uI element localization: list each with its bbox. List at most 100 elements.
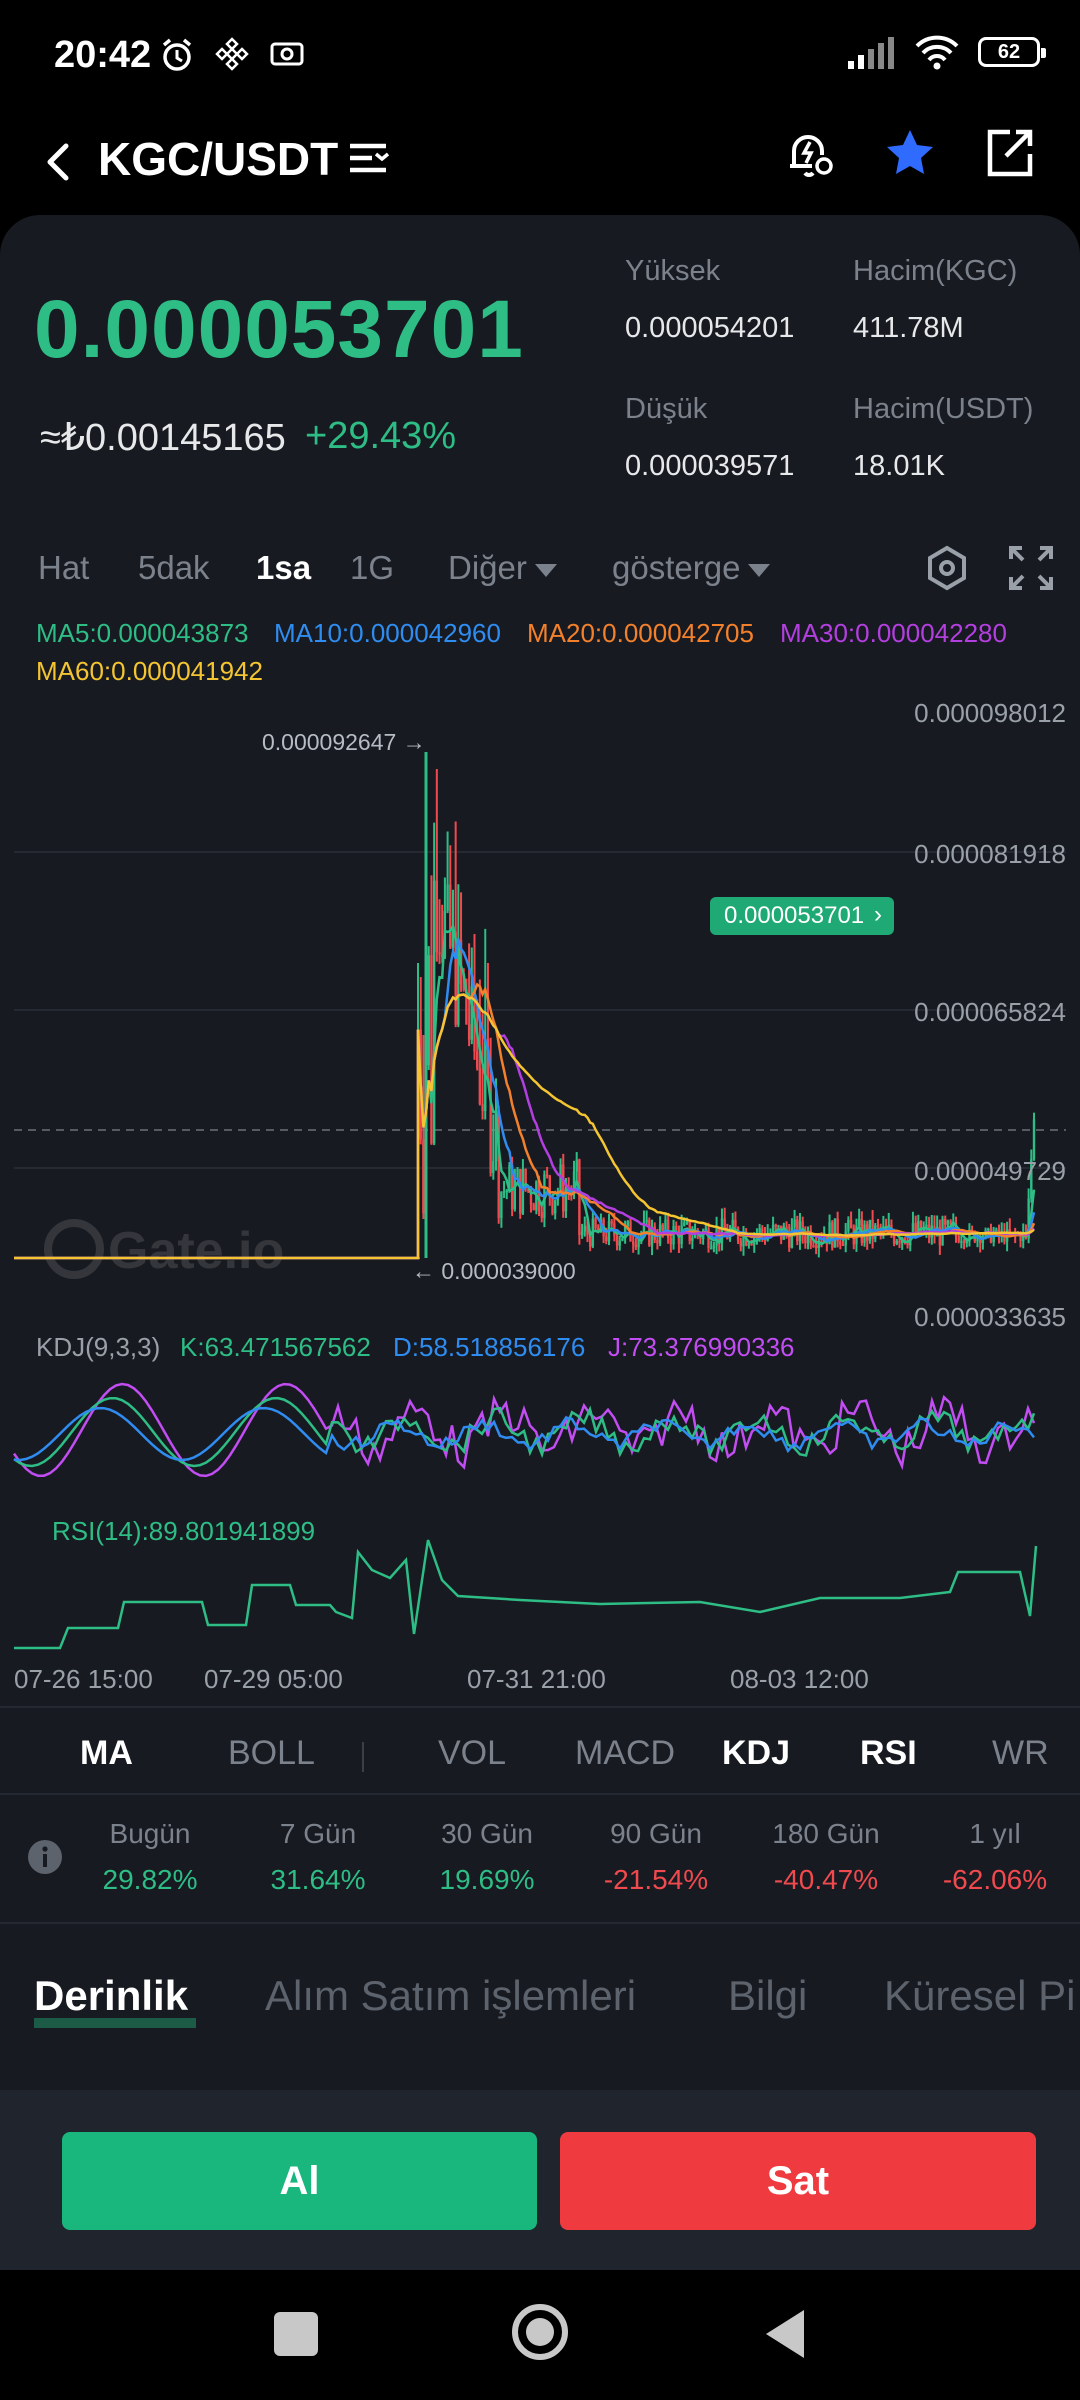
candle-body — [513, 1179, 517, 1210]
price-alert-icon[interactable] — [780, 124, 840, 184]
candle-body — [720, 1218, 724, 1244]
pair-list-icon[interactable] — [346, 138, 390, 182]
candle-body — [742, 1232, 745, 1247]
candle-body — [492, 1161, 495, 1173]
indicator-tab-boll[interactable]: BOLL — [228, 1734, 315, 1772]
candlestick-chart[interactable]: Gate.io — [0, 0, 1080, 1700]
low-label: Düşük — [625, 393, 708, 425]
candle-body — [430, 955, 433, 1144]
candle-body — [919, 1221, 923, 1234]
candle-body — [615, 1235, 619, 1246]
candle-body — [572, 1171, 576, 1194]
price-axis-tick: 0.000098012 — [914, 698, 1066, 728]
candle-body — [675, 1226, 678, 1230]
rsi-line — [14, 1539, 1038, 1650]
section-tab-depth[interactable]: Derinlik — [34, 1972, 189, 2019]
candle-body — [580, 1231, 584, 1236]
candle-body — [987, 1228, 990, 1231]
section-tab-info[interactable]: Bilgi — [728, 1972, 808, 2019]
fiat-price: ≈₺0.00145165 — [40, 417, 286, 459]
candle-body — [583, 1225, 586, 1232]
candle-body — [481, 1104, 484, 1112]
candle-body — [793, 1219, 796, 1228]
indicator-tab-vol[interactable]: VOL — [438, 1734, 507, 1772]
tab-1day[interactable]: 1G — [350, 549, 395, 586]
price-axis-tick: 0.000065824 — [914, 997, 1066, 1027]
favorite-star-icon[interactable] — [880, 124, 940, 184]
candle-body — [497, 1110, 500, 1218]
tab-line[interactable]: Hat — [38, 549, 90, 586]
current-price-tag[interactable]: 0.000053701 › — [710, 897, 894, 935]
indicator-tab-wr[interactable]: WR — [992, 1734, 1049, 1772]
binance-icon — [215, 37, 249, 71]
candle-body — [906, 1242, 909, 1246]
indicator-tab-ma[interactable]: MA — [80, 1734, 133, 1772]
candle-body — [777, 1225, 780, 1228]
performance-period-value: -40.47% — [773, 1864, 879, 1895]
candle-body — [707, 1228, 710, 1249]
tab-5min[interactable]: 5dak — [138, 549, 210, 586]
indicator-separator — [362, 1742, 364, 1772]
candle-body — [1008, 1229, 1011, 1234]
performance-period-value: -21.54% — [603, 1864, 709, 1895]
candle-body — [683, 1222, 686, 1226]
indicator-tab-macd[interactable]: MACD — [575, 1734, 676, 1772]
candle-body — [750, 1243, 753, 1246]
candle-body — [771, 1224, 775, 1234]
chart-settings-icon[interactable] — [922, 543, 972, 593]
tab-more[interactable]: Diğer — [448, 549, 557, 587]
candle-body — [911, 1223, 915, 1233]
candle-body — [992, 1234, 995, 1243]
status-time: 20:42 — [54, 34, 152, 76]
kdj-j: J:73.376990336 — [608, 1332, 795, 1362]
trade-action-bar: Al Sat — [0, 2090, 1080, 2270]
pair-title[interactable]: KGC/USDT — [98, 133, 339, 185]
market-detail-panel: 0.000053701 ≈₺0.00145165 +29.43% Yüksek … — [0, 215, 1080, 2090]
recent-apps-icon[interactable] — [274, 2312, 318, 2356]
divider — [0, 1706, 1080, 1708]
kdj-label: KDJ(9,3,3) — [36, 1332, 161, 1362]
buy-button[interactable]: Al — [62, 2132, 537, 2230]
tab-1hour[interactable]: 1sa — [256, 549, 312, 586]
candle-body — [545, 1174, 549, 1177]
indicator-tab-rsi[interactable]: RSI — [860, 1734, 917, 1772]
candle-body — [734, 1219, 737, 1228]
alarm-icon — [162, 38, 192, 71]
nav-back-icon[interactable] — [760, 2306, 810, 2362]
section-tab-global[interactable]: Küresel Pi — [884, 1972, 1076, 2019]
candle-body — [610, 1221, 613, 1224]
moving-average-line — [14, 993, 1035, 1260]
candle-body — [475, 1051, 479, 1068]
candle-body — [618, 1240, 621, 1246]
candle-body — [661, 1224, 664, 1231]
candle-body — [532, 1204, 535, 1211]
info-icon[interactable] — [26, 1838, 64, 1876]
candle-body — [914, 1223, 917, 1234]
wifi-icon — [915, 35, 959, 70]
share-icon[interactable] — [980, 124, 1040, 184]
section-tab-trades[interactable]: Alım Satım işlemleri — [265, 1972, 637, 2019]
back-arrow-icon[interactable] — [30, 132, 90, 192]
candle-body — [516, 1169, 519, 1180]
candle-body — [502, 1191, 506, 1193]
candle-body — [562, 1164, 565, 1212]
candle-body — [962, 1241, 966, 1244]
candle-body — [946, 1220, 950, 1225]
indicator-tab-kdj[interactable]: KDJ — [722, 1734, 791, 1772]
candle-body — [917, 1221, 920, 1234]
screenshot-icon — [270, 42, 304, 66]
candle-body — [588, 1234, 592, 1247]
tab-indicator[interactable]: gösterge — [612, 549, 771, 587]
candle-body — [656, 1239, 659, 1244]
app-header: KGC/USDT — [0, 110, 1080, 215]
candle-body — [976, 1237, 979, 1242]
fullscreen-icon[interactable] — [1006, 543, 1056, 593]
candle-body — [788, 1233, 791, 1248]
chevron-down-icon — [748, 563, 771, 577]
low-value: 0.000039571 — [625, 450, 795, 482]
sell-button[interactable]: Sat — [560, 2132, 1036, 2230]
candle-body — [494, 1110, 498, 1162]
home-icon[interactable] — [510, 2302, 570, 2362]
candle-body — [551, 1197, 554, 1214]
candle-body — [478, 1067, 482, 1105]
